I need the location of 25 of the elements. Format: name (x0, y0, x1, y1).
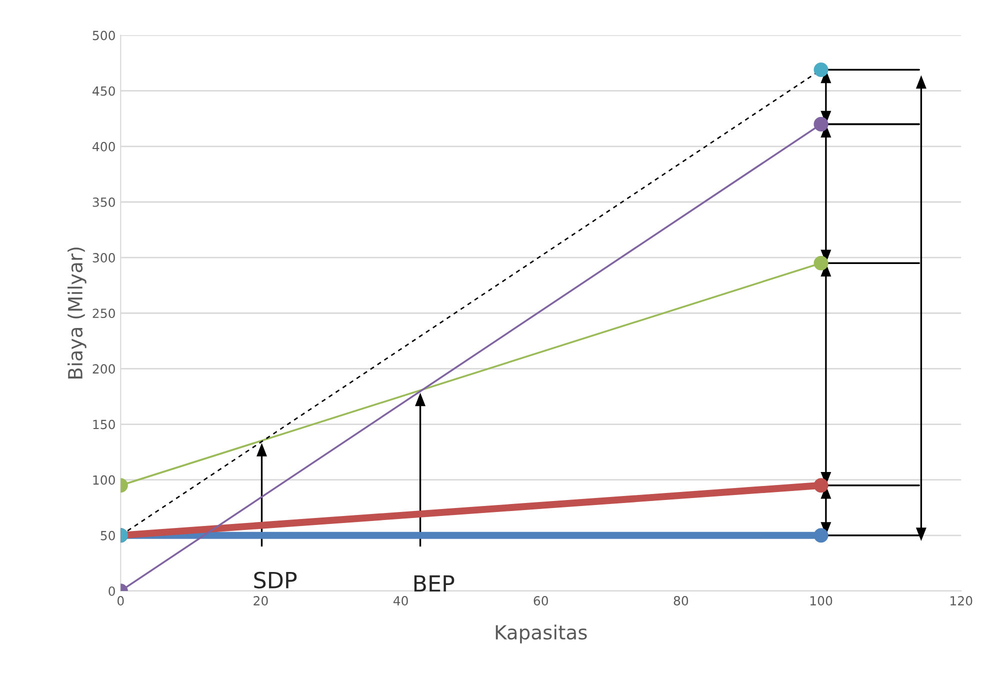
y-tick-label: 400 (92, 142, 115, 152)
y-tick-label: 50 (100, 530, 115, 540)
y-tick-label: 250 (92, 308, 115, 318)
y-tick-label: 500 (92, 30, 115, 40)
point (814, 528, 828, 543)
annotation: BEP (414, 575, 454, 592)
y-tick-label: 0 (108, 586, 115, 596)
annotation: SDP (254, 572, 297, 589)
x-tick-label: 20 (254, 596, 268, 606)
x-axis-title: Kapasitas (496, 624, 587, 644)
x-tick-label: 0 (117, 596, 124, 606)
point (814, 116, 828, 132)
y-tick-label: 300 (92, 253, 115, 262)
x-tick-label: 80 (674, 596, 688, 606)
y-tick-label: 200 (92, 364, 115, 374)
y-tick-label: 450 (92, 86, 115, 96)
x-tick-label: 120 (950, 596, 972, 606)
point (814, 478, 828, 493)
x-tick-label: 100 (810, 596, 832, 606)
y-tick-label: 350 (92, 197, 115, 207)
x-tick-label: 40 (393, 596, 408, 606)
y-axis-title: Biaya (Milyar) (68, 248, 86, 378)
x-tick-label: 60 (534, 596, 548, 606)
y-tick-label: 150 (93, 420, 115, 430)
y-tick-label: 100 (93, 475, 115, 485)
